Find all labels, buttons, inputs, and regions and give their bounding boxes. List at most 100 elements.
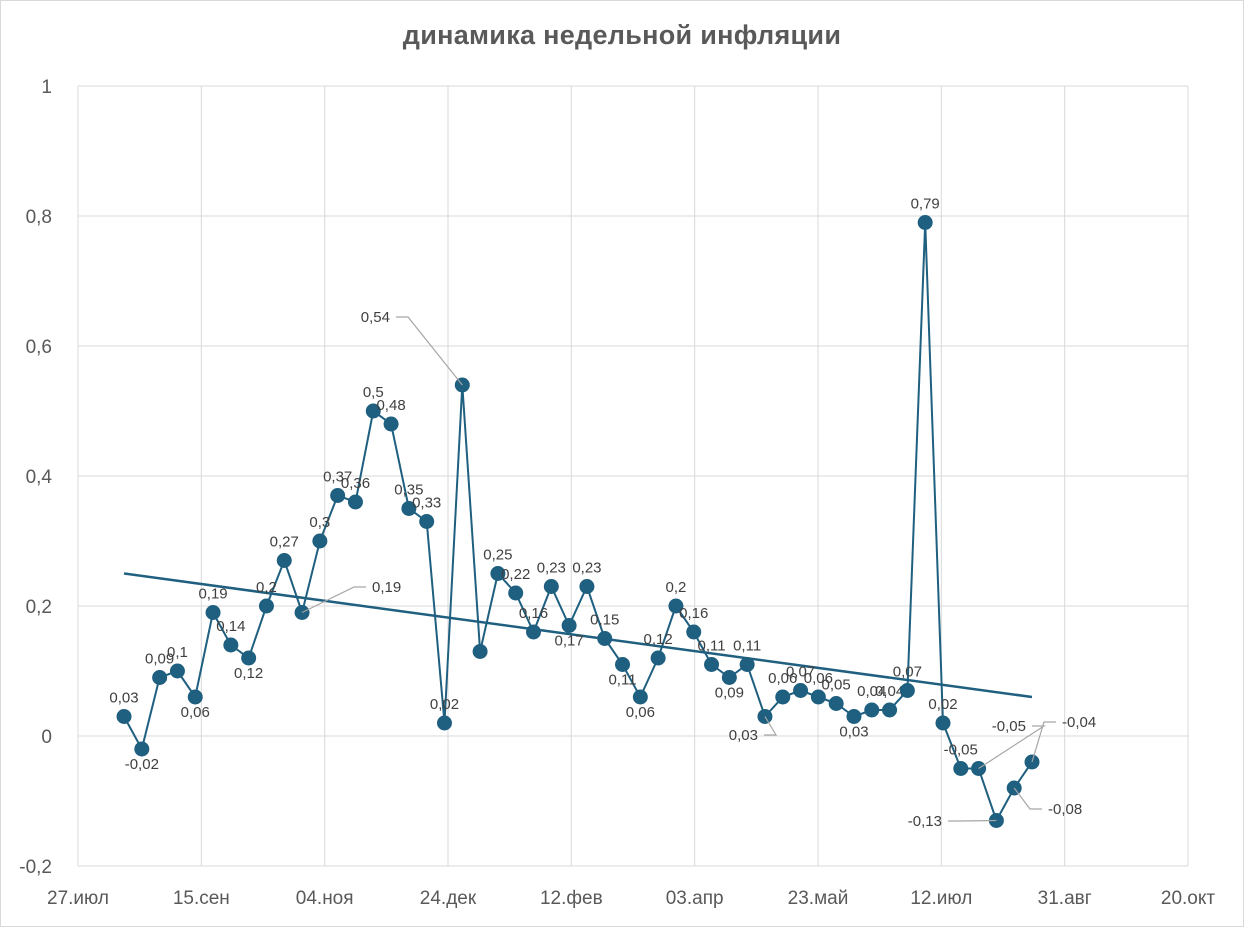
series-line — [123, 222, 1033, 823]
data-label: 0,19 — [198, 586, 227, 603]
data-point — [205, 605, 221, 620]
data-point — [721, 670, 737, 685]
data-label: 0,22 — [501, 566, 530, 583]
data-point — [223, 637, 239, 653]
data-label: 0,11 — [608, 672, 636, 689]
data-point — [828, 696, 844, 711]
data-label: 0,06 — [181, 704, 210, 721]
data-point — [899, 683, 915, 698]
data-point — [152, 670, 168, 685]
data-label: 0,27 — [270, 534, 299, 551]
data-point — [169, 663, 185, 679]
y-tick-label: 0,4 — [26, 467, 53, 488]
chart-title: динамика недельной инфляции — [402, 20, 842, 50]
data-point — [615, 657, 631, 672]
label-leader-line — [301, 586, 366, 614]
x-tick-label: 24.дек — [420, 888, 477, 909]
y-tick-label: 0,6 — [26, 337, 52, 358]
data-point — [312, 533, 328, 549]
x-tick-label: 12.фев — [540, 888, 603, 909]
data-point — [419, 514, 435, 529]
data-label: 0,03 — [729, 727, 758, 744]
data-label: 0,16 — [679, 605, 708, 622]
data-point — [543, 579, 559, 594]
data-point — [330, 488, 346, 503]
y-tick-label: 0 — [41, 727, 52, 748]
data-point — [401, 501, 417, 516]
data-label: 0,2 — [666, 579, 687, 596]
data-point — [704, 657, 720, 672]
data-label: 0,14 — [216, 618, 245, 635]
data-label: 0,17 — [555, 633, 584, 650]
data-point — [134, 741, 150, 757]
data-label: 0,07 — [893, 664, 922, 681]
data-label: 0,03 — [109, 690, 138, 707]
data-label: 0,3 — [309, 514, 330, 531]
data-point — [508, 585, 524, 601]
label-leader-line — [1031, 721, 1056, 763]
data-point — [579, 579, 595, 594]
data-point — [632, 689, 648, 705]
label-leader-line — [948, 819, 997, 822]
data-label: -0,05 — [992, 718, 1026, 735]
data-label: 0,23 — [537, 560, 566, 577]
data-label: 0,79 — [911, 196, 940, 213]
label-leader-line — [1013, 787, 1042, 810]
data-label: -0,02 — [125, 756, 159, 773]
data-label: 0,11 — [733, 638, 761, 655]
data-label: 0,02 — [928, 696, 957, 713]
data-label: 0,06 — [768, 670, 797, 687]
data-point — [917, 215, 933, 230]
data-point — [650, 650, 666, 666]
data-point — [526, 624, 542, 640]
data-label: 0,04 — [875, 683, 904, 700]
data-point — [276, 553, 292, 568]
x-tick-label: 20.окт — [1161, 888, 1216, 909]
data-label: 0,23 — [572, 560, 601, 577]
data-point — [258, 598, 274, 614]
label-leader-line — [396, 316, 463, 386]
y-tick-label: 0,2 — [26, 597, 52, 618]
data-point — [365, 403, 381, 419]
y-tick-label: 1 — [41, 77, 52, 98]
data-point — [561, 618, 577, 633]
label-leader-line — [978, 725, 1047, 770]
data-label: 0,15 — [590, 612, 619, 629]
data-label: 0,03 — [839, 724, 868, 741]
data-label: -0,05 — [944, 742, 978, 759]
x-tick-label: 27.июл — [47, 888, 109, 909]
data-label: 0,35 — [394, 482, 423, 499]
data-label: 0,16 — [519, 605, 548, 622]
data-point — [775, 689, 791, 705]
data-point — [846, 709, 862, 724]
data-label: 0,09 — [715, 685, 744, 702]
y-tick-label: -0,2 — [19, 857, 52, 878]
data-point — [116, 709, 132, 724]
data-label: 0,05 — [822, 677, 851, 694]
data-point — [739, 657, 755, 672]
x-tick-label: 03.апр — [666, 888, 724, 909]
data-point — [597, 631, 613, 646]
data-label: -0,13 — [908, 813, 942, 830]
data-point — [187, 689, 203, 705]
data-label: 0,12 — [644, 631, 673, 648]
data-point — [686, 624, 702, 640]
data-point — [864, 702, 880, 718]
data-label: 0,1 — [167, 644, 188, 661]
data-label: 0,02 — [430, 696, 459, 713]
data-label: -0,08 — [1048, 801, 1082, 818]
data-point — [347, 494, 363, 510]
x-tick-label: 15.сен — [173, 888, 230, 909]
data-label: 0,5 — [363, 384, 384, 401]
x-tick-label: 12.июл — [910, 888, 972, 909]
x-tick-label: 23.май — [788, 888, 849, 909]
data-label: -0,04 — [1062, 714, 1096, 731]
data-point — [882, 702, 898, 718]
x-tick-label: 04.ноя — [296, 888, 354, 909]
data-label: 0,19 — [372, 579, 401, 596]
label-leader-line — [764, 716, 778, 736]
data-label: 0,07 — [786, 664, 815, 681]
data-label: 0,12 — [234, 665, 263, 682]
data-label: 0,09 — [145, 651, 174, 668]
